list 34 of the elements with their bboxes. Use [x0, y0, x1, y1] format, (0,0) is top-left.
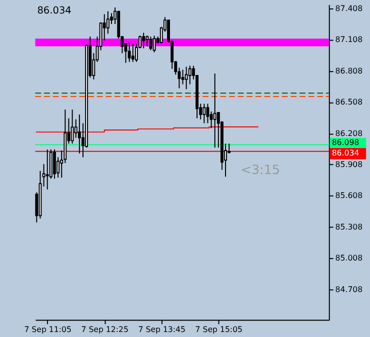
y-tick-label: 85.608: [335, 191, 363, 200]
y-tick-label: 85.908: [335, 160, 363, 169]
candlestick: [46, 148, 49, 190]
y-tick-label: 87.108: [335, 35, 363, 44]
candlestick: [70, 109, 74, 144]
candlestick: [53, 148, 56, 180]
y-tick-label: 86.508: [335, 98, 363, 107]
candlestick: [146, 35, 149, 47]
candlestick: [188, 65, 192, 85]
y-tick-label: 85.308: [335, 222, 363, 232]
candlestick: [128, 42, 131, 62]
candlestick: [78, 114, 81, 154]
annotation: <3:15: [240, 162, 280, 177]
y-tick-label: 86.208: [335, 128, 363, 138]
candlestick: [202, 103, 206, 124]
candlestick: [206, 103, 210, 124]
candlestick: [142, 32, 146, 49]
x-tick-label: 7 Sep 15:05: [195, 324, 243, 334]
candlestick: [149, 36, 152, 51]
candlestick: [131, 42, 134, 62]
candlestick: [213, 73, 216, 148]
candlestick: [184, 66, 188, 90]
candlestick: [210, 111, 213, 129]
y-tick-label: 86.808: [335, 66, 363, 76]
annotation: 86.034: [37, 5, 72, 16]
y-tick-label: 85.008: [335, 254, 363, 263]
x-tick-label: 7 Sep 12:25: [81, 324, 129, 334]
ref-line-label: 86.098: [332, 138, 360, 147]
x-tick-label: 7 Sep 13:45: [138, 324, 186, 334]
y-tick-label: 87.408: [335, 4, 363, 13]
ref-line-label: 86.034: [332, 148, 360, 158]
candlestick: [181, 69, 184, 85]
y-tick-label: 84.708: [335, 284, 363, 294]
x-tick-label: 7 Sep 11:05: [24, 324, 72, 334]
